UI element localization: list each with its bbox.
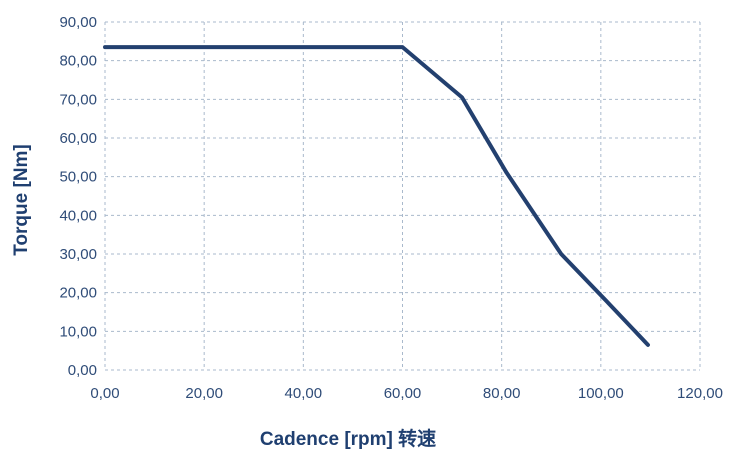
x-tick-label: 40,00 <box>285 385 323 402</box>
axes <box>104 22 700 371</box>
x-tick-label: 100,00 <box>578 385 624 402</box>
y-tick-label: 90,00 <box>59 14 97 31</box>
x-tick-label: 120,00 <box>677 385 723 402</box>
y-tick-label: 70,00 <box>59 91 97 108</box>
y-tick-label: 50,00 <box>59 169 97 186</box>
x-axis-title: Cadence [rpm] 转速 <box>260 427 436 450</box>
y-tick-label: 60,00 <box>59 130 97 147</box>
torque-series-line <box>103 45 650 347</box>
y-tick-label: 80,00 <box>59 53 97 70</box>
y-tick-label: 40,00 <box>59 207 97 224</box>
y-tick-labels: 0,00 10,00 20,00 30,00 40,00 50,00 60,00 70,00 8… <box>59 14 97 379</box>
series-group <box>103 45 650 347</box>
x-tick-labels: 0,00 20,00 40,00 60,00 80,00 100,00 120,00 <box>90 385 723 402</box>
x-tick-label: 20,00 <box>185 385 223 402</box>
y-tick-label: 30,00 <box>59 246 97 263</box>
x-tick-label: 80,00 <box>483 385 521 402</box>
y-tick-label: 0,00 <box>68 362 97 379</box>
grid <box>105 21 701 370</box>
y-axis-title: Torque [Nm] <box>11 144 32 256</box>
x-tick-label: 0,00 <box>90 385 119 402</box>
x-tick-label: 60,00 <box>384 385 422 402</box>
y-tick-label: 20,00 <box>59 285 97 302</box>
y-tick-label: 10,00 <box>59 323 97 340</box>
